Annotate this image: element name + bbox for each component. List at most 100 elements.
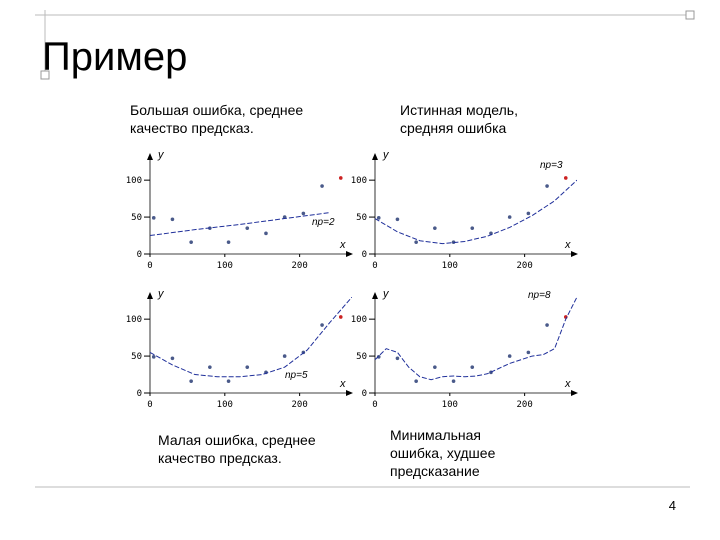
model-annotation: np=8 <box>528 290 551 301</box>
x-tick-label: 200 <box>516 261 532 271</box>
axis-arrow <box>147 153 153 160</box>
data-point <box>470 226 475 230</box>
data-point <box>151 355 156 359</box>
data-point <box>526 350 531 355</box>
y-tick-label: 0 <box>362 250 367 260</box>
data-point <box>545 323 549 327</box>
chart: y x 0 100 200 0 50 100 np=5 <box>126 288 353 410</box>
x-tick-label: 0 <box>372 261 377 271</box>
model-annotation: np=2 <box>312 217 335 228</box>
y-axis-label: y <box>157 149 165 161</box>
data-point <box>320 184 324 188</box>
rule-square <box>40 70 50 80</box>
x-axis-label: x <box>564 239 571 251</box>
x-axis-label: x <box>339 378 346 390</box>
x-tick-label: 200 <box>291 261 307 271</box>
y-tick-label: 0 <box>137 250 142 260</box>
x-tick-label: 0 <box>147 400 152 410</box>
data-point <box>433 365 437 369</box>
axis-arrow <box>372 153 378 160</box>
data-point <box>338 176 343 180</box>
caption: Истинная модель, <box>400 102 518 118</box>
caption: средняя ошибка <box>400 120 507 136</box>
axis-arrow <box>571 251 578 257</box>
y-tick-label: 0 <box>362 389 367 399</box>
y-tick-label: 0 <box>137 389 142 399</box>
fit-curve <box>149 212 330 237</box>
y-axis-label: y <box>382 288 390 300</box>
x-axis-label: x <box>564 378 571 390</box>
caption: качество предсказ. <box>158 450 282 466</box>
data-point <box>170 356 175 361</box>
data-point <box>433 226 437 230</box>
caption: ошибка, худшее <box>390 445 496 461</box>
data-point <box>226 240 231 244</box>
data-point <box>395 217 400 222</box>
data-point <box>189 379 193 383</box>
x-tick-label: 100 <box>442 261 458 271</box>
y-tick-label: 100 <box>126 176 142 186</box>
data-point <box>151 216 156 220</box>
data-point <box>470 365 475 369</box>
data-point <box>282 354 287 358</box>
data-point <box>376 216 381 220</box>
page-number: 4 <box>669 498 676 513</box>
data-point <box>526 211 531 216</box>
data-point <box>414 379 418 383</box>
caption: качество предсказ. <box>130 120 254 136</box>
data-point <box>320 323 324 327</box>
data-point <box>451 379 456 383</box>
data-point <box>507 354 512 358</box>
data-point <box>338 315 343 319</box>
slide-title: Пример <box>42 35 187 79</box>
y-tick-label: 100 <box>351 315 367 325</box>
caption: предсказание <box>390 463 480 479</box>
y-tick-label: 50 <box>131 352 142 362</box>
y-tick-label: 50 <box>131 213 142 223</box>
fit-curve <box>149 297 352 378</box>
x-tick-label: 0 <box>372 400 377 410</box>
data-point <box>301 211 306 216</box>
chart: y x 0 100 200 0 50 100 np=8 <box>351 288 578 410</box>
data-point <box>208 365 212 369</box>
axis-arrow <box>372 292 378 299</box>
axis-arrow <box>346 251 353 257</box>
data-point <box>376 355 381 359</box>
data-point <box>170 217 175 222</box>
x-tick-label: 100 <box>217 261 233 271</box>
data-point <box>545 184 549 188</box>
x-tick-label: 100 <box>217 400 233 410</box>
data-point <box>245 226 250 230</box>
chart: y x 0 100 200 0 50 100 np=3 <box>351 149 578 271</box>
fit-curve <box>374 297 577 381</box>
x-tick-label: 0 <box>147 261 152 271</box>
data-point <box>264 231 268 236</box>
y-axis-label: y <box>382 149 390 161</box>
axis-arrow <box>571 390 578 396</box>
axis-arrow <box>346 390 353 396</box>
model-annotation: np=5 <box>285 370 308 381</box>
y-tick-label: 50 <box>356 352 367 362</box>
data-point <box>395 356 400 361</box>
caption: Большая ошибка, среднее <box>130 102 303 118</box>
caption: Минимальная <box>390 427 481 443</box>
data-point <box>414 240 418 244</box>
y-axis-label: y <box>157 288 165 300</box>
data-point <box>563 176 568 180</box>
x-tick-label: 200 <box>516 400 532 410</box>
chart: y x 0 100 200 0 50 100 np=2 <box>126 149 353 271</box>
rule-square <box>685 10 695 20</box>
caption: Малая ошибка, среднее <box>158 432 316 448</box>
y-tick-label: 100 <box>351 176 367 186</box>
y-tick-label: 100 <box>126 315 142 325</box>
data-point <box>507 215 512 219</box>
x-tick-label: 100 <box>442 400 458 410</box>
axis-arrow <box>147 292 153 299</box>
x-tick-label: 200 <box>291 400 307 410</box>
data-point <box>245 365 250 369</box>
fit-curve <box>374 179 577 245</box>
data-point <box>189 240 193 244</box>
y-tick-label: 50 <box>356 213 367 223</box>
data-point <box>226 379 231 383</box>
